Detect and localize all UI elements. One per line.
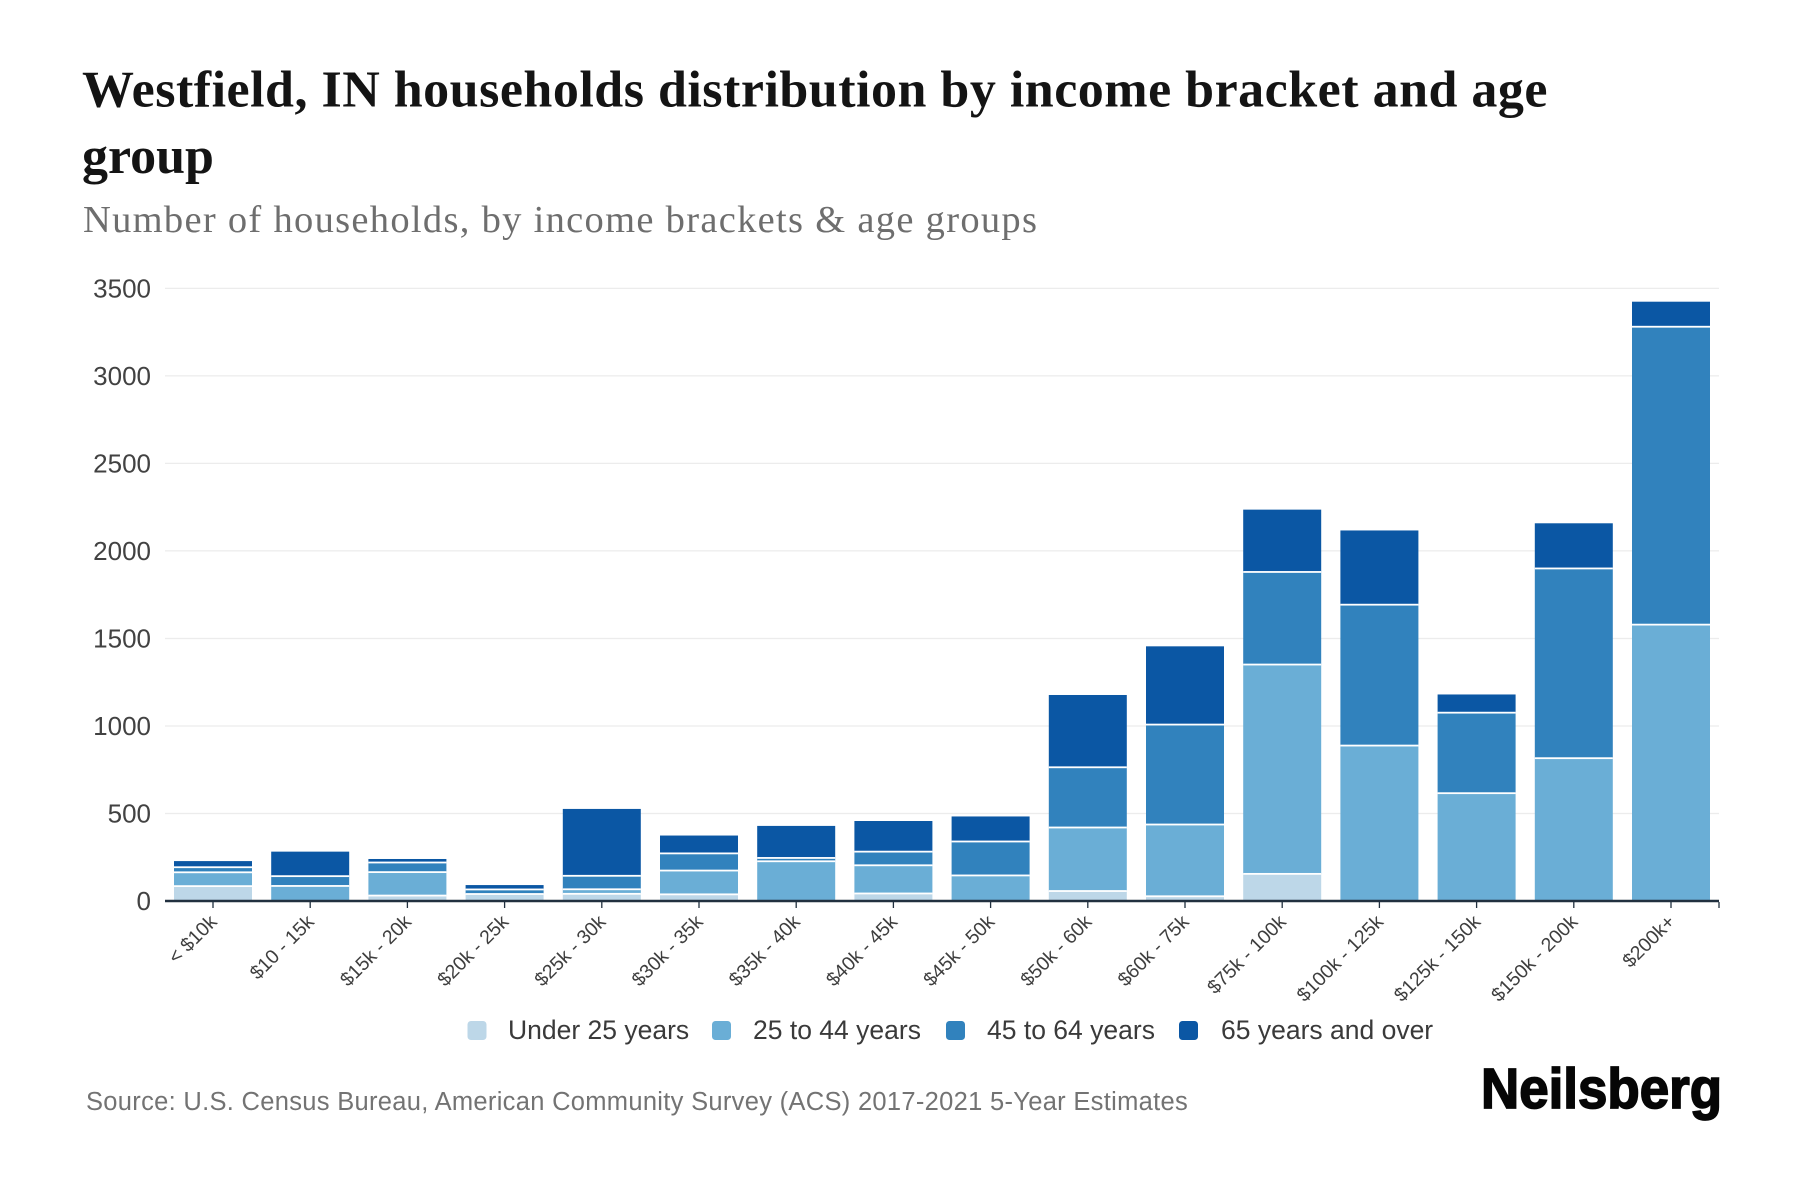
svg-text:Neilsberg: Neilsberg — [1481, 1057, 1722, 1121]
svg-text:group: group — [82, 128, 214, 185]
svg-text:Under 25 years: Under 25 years — [508, 1015, 689, 1045]
svg-text:3500: 3500 — [93, 273, 151, 303]
svg-text:3000: 3000 — [93, 361, 151, 391]
svg-text:25 to 44 years: 25 to 44 years — [753, 1015, 921, 1045]
svg-text:65 years and over: 65 years and over — [1221, 1015, 1433, 1045]
svg-text:1500: 1500 — [93, 624, 151, 654]
svg-text:Source: U.S. Census Bureau, Am: Source: U.S. Census Bureau, American Com… — [86, 1088, 1188, 1116]
svg-text:Westfield, IN households distr: Westfield, IN households distribution by… — [82, 62, 1548, 119]
svg-text:2000: 2000 — [93, 536, 151, 566]
svg-text:500: 500 — [108, 799, 151, 829]
svg-text:1000: 1000 — [93, 711, 151, 741]
svg-text:0: 0 — [137, 886, 151, 916]
svg-text:Number of households, by incom: Number of households, by income brackets… — [83, 199, 1038, 241]
svg-text:2500: 2500 — [93, 448, 151, 478]
svg-text:45 to 64 years: 45 to 64 years — [987, 1015, 1155, 1045]
